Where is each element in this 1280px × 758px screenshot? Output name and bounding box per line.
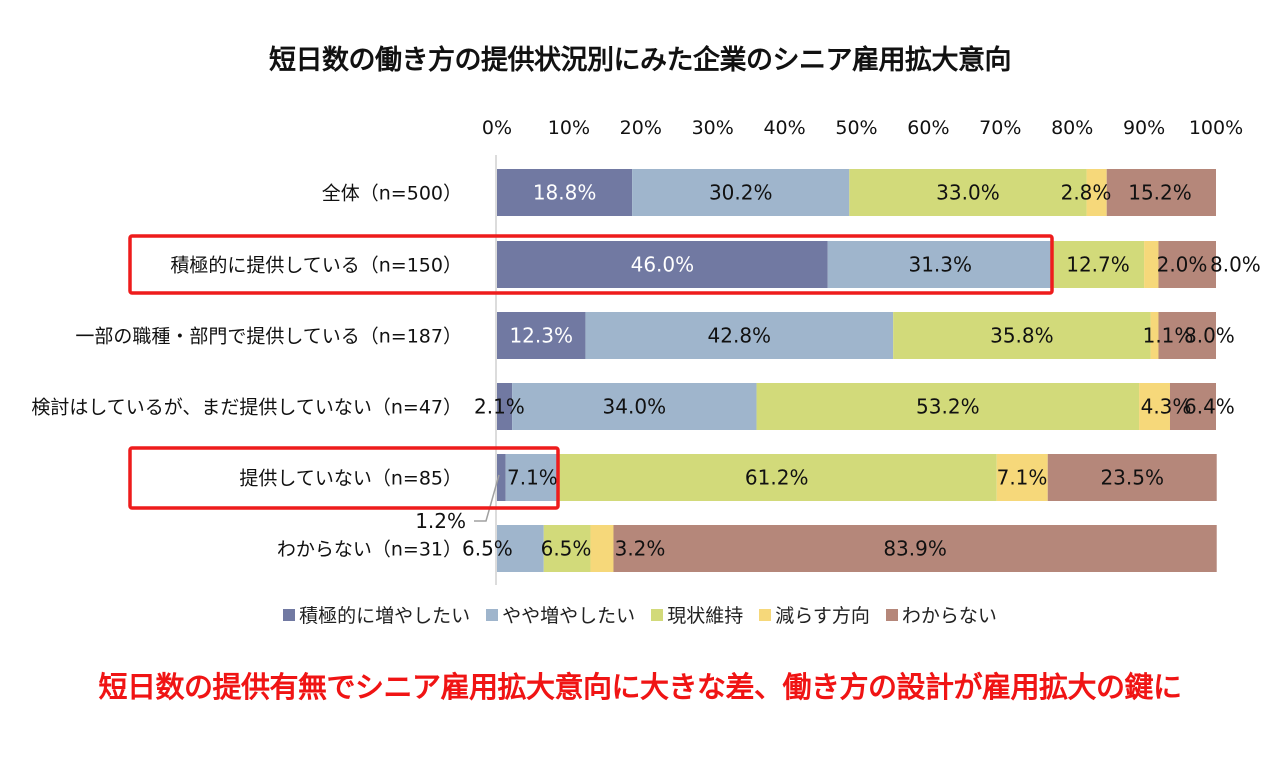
bar-segment bbox=[1139, 383, 1170, 430]
bar-segment bbox=[497, 454, 506, 501]
category-label: 全体（n=500） bbox=[322, 183, 462, 205]
legend-item: 現状維持 bbox=[651, 601, 743, 628]
data-label: 34.0% bbox=[603, 395, 667, 419]
bar-segment bbox=[497, 241, 828, 288]
bar-segment bbox=[1052, 241, 1145, 288]
legend-label: 減らす方向 bbox=[775, 605, 870, 627]
bar-segment bbox=[505, 454, 557, 501]
bar-segment bbox=[632, 169, 850, 216]
bar-segment bbox=[996, 454, 1048, 501]
data-label: 23.5% bbox=[1100, 466, 1164, 490]
bar-segment bbox=[893, 312, 1151, 359]
data-label: 18.8% bbox=[533, 181, 597, 205]
x-tick-label: 50% bbox=[835, 117, 877, 139]
chart-title: 短日数の働き方の提供状況別にみた企業のシニア雇用拡大意向 bbox=[269, 45, 1012, 76]
bar-segment bbox=[756, 383, 1140, 430]
bar-segment bbox=[1158, 312, 1216, 359]
bar-segment bbox=[543, 525, 591, 572]
legend-label: わからない bbox=[901, 605, 997, 627]
bar-segment bbox=[585, 312, 894, 359]
category-label: 積極的に提供している（n=150） bbox=[170, 255, 462, 277]
legend-label: 積極的に増やしたい bbox=[299, 605, 471, 627]
stacked-bar-chart: 0% 10% 20% 30% 40% 50% 60% 70% 80% 90% 100% 全体（n=50… bbox=[31, 117, 1261, 585]
data-label: 2.1% bbox=[474, 395, 525, 419]
bar-segment bbox=[497, 383, 513, 430]
legend-item: 減らす方向 bbox=[759, 601, 870, 628]
bar-segment bbox=[497, 169, 633, 216]
callout-leader-line bbox=[474, 474, 500, 522]
data-label: 30.2% bbox=[709, 181, 773, 205]
legend-item: 積極的に増やしたい bbox=[283, 601, 470, 628]
data-label: 1.1% bbox=[1143, 324, 1194, 348]
data-label: 2.8% bbox=[1061, 181, 1112, 205]
data-label: 15.2% bbox=[1128, 181, 1192, 205]
data-label: 8.0% bbox=[1184, 324, 1235, 348]
bar-segment bbox=[849, 169, 1087, 216]
data-label: 3.2% bbox=[615, 537, 666, 561]
legend: 積極的に増やしたい やや増やしたい 現状維持 減らす方向 わからない bbox=[0, 601, 1280, 628]
data-label: 83.9% bbox=[883, 537, 947, 561]
legend-swatch bbox=[486, 608, 499, 621]
data-label: 2.0% bbox=[1157, 253, 1208, 277]
data-label-callout: 1.2% bbox=[415, 509, 466, 533]
legend-label: やや増やしたい bbox=[502, 605, 636, 627]
bar-segment bbox=[512, 383, 757, 430]
category-label: わからない（n=31） bbox=[277, 539, 462, 561]
data-label: 31.3% bbox=[908, 253, 972, 277]
data-label: 4.3% bbox=[1141, 395, 1192, 419]
data-label: 46.0% bbox=[631, 253, 695, 277]
legend-swatch bbox=[885, 608, 898, 621]
bar-segment bbox=[1047, 454, 1217, 501]
bar-segment bbox=[1086, 169, 1107, 216]
data-label: 7.1% bbox=[507, 466, 558, 490]
data-label: 12.7% bbox=[1066, 253, 1130, 277]
highlight-box bbox=[128, 446, 560, 510]
legend-swatch bbox=[759, 608, 772, 621]
x-tick-label: 30% bbox=[692, 117, 734, 139]
x-tick-label: 80% bbox=[1051, 117, 1093, 139]
data-label: 35.8% bbox=[990, 324, 1054, 348]
data-label: 53.2% bbox=[916, 395, 980, 419]
data-label: 8.0% bbox=[1210, 253, 1261, 277]
bar-segment bbox=[827, 241, 1053, 288]
bar-segment bbox=[1144, 241, 1159, 288]
data-label: 61.2% bbox=[745, 466, 809, 490]
x-tick-label: 60% bbox=[907, 117, 949, 139]
data-label: 7.1% bbox=[997, 466, 1048, 490]
data-label: 6.4% bbox=[1184, 395, 1235, 419]
legend-swatch bbox=[283, 608, 296, 621]
highlight-box bbox=[128, 234, 1054, 295]
x-tick-label: 40% bbox=[763, 117, 805, 139]
legend-swatch bbox=[651, 608, 664, 621]
bar-segment bbox=[1158, 241, 1216, 288]
bar-segment bbox=[1106, 169, 1216, 216]
footer-message: 短日数の提供有無でシニア雇用拡大意向に大きな差、働き方の設計が雇用拡大の鍵に bbox=[98, 670, 1182, 704]
bar-segment bbox=[1169, 383, 1216, 430]
legend-item: わからない bbox=[885, 601, 997, 628]
x-tick-label: 100% bbox=[1189, 117, 1243, 139]
legend-item: やや増やしたい bbox=[486, 601, 635, 628]
x-tick-label: 20% bbox=[620, 117, 662, 139]
x-tick-label: 90% bbox=[1123, 117, 1165, 139]
data-label: 42.8% bbox=[708, 324, 772, 348]
bar-segment bbox=[497, 525, 544, 572]
category-label: 検討はしているが、まだ提供していない（n=47） bbox=[31, 397, 462, 419]
bar-segment bbox=[613, 525, 1217, 572]
data-label: 6.5% bbox=[541, 537, 592, 561]
data-label: 6.5% bbox=[462, 537, 513, 561]
bar-segment bbox=[1150, 312, 1159, 359]
x-tick-label: 10% bbox=[548, 117, 590, 139]
bar-segment bbox=[497, 312, 586, 359]
x-tick-label: 70% bbox=[979, 117, 1021, 139]
data-label: 12.3% bbox=[509, 324, 573, 348]
category-label: 一部の職種・部門で提供している（n=187） bbox=[75, 326, 462, 348]
bar-segment bbox=[590, 525, 614, 572]
legend-label: 現状維持 bbox=[667, 605, 744, 627]
data-label: 33.0% bbox=[936, 181, 1000, 205]
x-tick-label: 0% bbox=[482, 117, 512, 139]
bar-segment bbox=[556, 454, 997, 501]
category-label: 提供していない（n=85） bbox=[239, 468, 462, 490]
